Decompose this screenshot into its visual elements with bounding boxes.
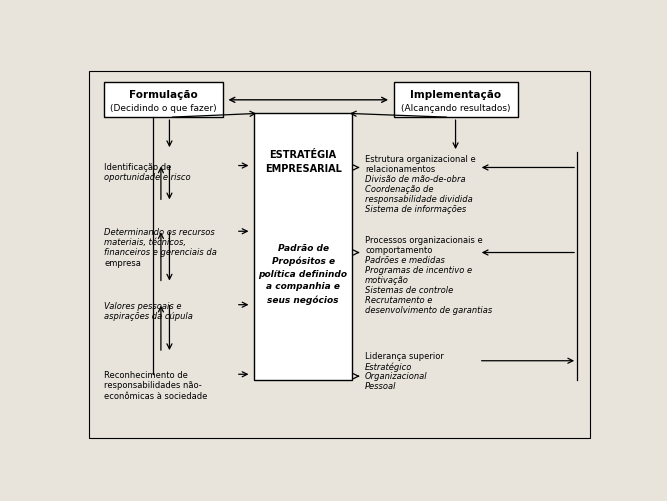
Text: Divisão de mão-de-obra: Divisão de mão-de-obra — [365, 175, 466, 184]
Text: Padrões e medidas: Padrões e medidas — [365, 256, 445, 265]
Text: relacionamentos: relacionamentos — [365, 165, 436, 174]
Text: Estrutura organizacional e: Estrutura organizacional e — [365, 155, 476, 164]
Text: aspirações da cúpula: aspirações da cúpula — [104, 311, 193, 320]
Text: Organizacional: Organizacional — [365, 371, 428, 380]
Bar — [104, 83, 223, 118]
Text: Recrutamento e: Recrutamento e — [365, 296, 432, 305]
Text: Processos organizacionais e: Processos organizacionais e — [365, 235, 483, 244]
Text: Programas de incentivo e: Programas de incentivo e — [365, 266, 472, 275]
Text: empresa: empresa — [104, 258, 141, 267]
Text: (Alcançando resultados): (Alcançando resultados) — [401, 104, 510, 113]
Text: Coordenação de: Coordenação de — [365, 185, 434, 194]
Text: (Decidindo o que fazer): (Decidindo o que fazer) — [110, 104, 217, 113]
Text: econômicas à sociedade: econômicas à sociedade — [104, 391, 207, 400]
Text: Reconhecimento de: Reconhecimento de — [104, 371, 188, 380]
Text: responsabilidade dividida: responsabilidade dividida — [365, 195, 473, 204]
Text: Liderança superior: Liderança superior — [365, 351, 444, 360]
Text: oportunidade e risco: oportunidade e risco — [104, 172, 191, 181]
Text: Estratégico: Estratégico — [365, 361, 412, 371]
Text: materiais, técnicos,: materiais, técnicos, — [104, 238, 186, 247]
Text: Determinando os recursos: Determinando os recursos — [104, 228, 215, 237]
Text: Valores pessoais e: Valores pessoais e — [104, 301, 181, 310]
Text: Sistema de informações: Sistema de informações — [365, 205, 466, 214]
Text: financeiros e gerenciais da: financeiros e gerenciais da — [104, 248, 217, 257]
Text: Identificação de: Identificação de — [104, 162, 171, 171]
Bar — [254, 114, 352, 380]
Text: Pessoal: Pessoal — [365, 381, 397, 390]
Text: Sistemas de controle: Sistemas de controle — [365, 286, 454, 295]
Text: desenvolvimento de garantias: desenvolvimento de garantias — [365, 306, 492, 315]
Text: comportamento: comportamento — [365, 245, 432, 255]
Text: motivação: motivação — [365, 276, 409, 285]
Text: responsabilidades não-: responsabilidades não- — [104, 381, 202, 390]
Text: Implementação: Implementação — [410, 89, 501, 99]
Text: ESTRATÉGIA
EMPRESARIAL: ESTRATÉGIA EMPRESARIAL — [265, 150, 342, 174]
Text: Formulação: Formulação — [129, 89, 198, 99]
Bar — [394, 83, 518, 118]
Text: Padrão de
Propósitos e
política definindo
a companhia e
seus negócios: Padrão de Propósitos e política definind… — [259, 243, 348, 304]
